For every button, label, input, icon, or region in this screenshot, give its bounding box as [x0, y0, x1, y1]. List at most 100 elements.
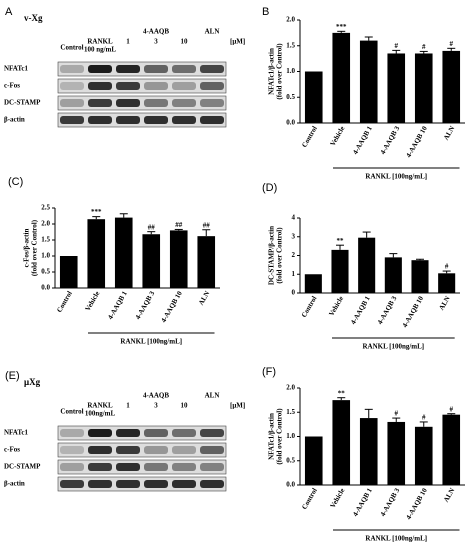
lane-label: 4-AAQB [143, 392, 169, 400]
blot-title: μXg [24, 377, 41, 387]
band [172, 116, 196, 124]
band [172, 82, 196, 90]
bar [304, 436, 323, 485]
y-tick-label: 2.0 [286, 16, 295, 24]
bar [358, 237, 376, 293]
bar [304, 71, 323, 123]
band [200, 463, 224, 471]
band [60, 116, 84, 124]
annotation: # [445, 263, 449, 271]
annotation: *** [336, 23, 347, 31]
blot-title: v-Xg [24, 13, 43, 23]
band [144, 82, 168, 90]
y-tick-label: 4 [292, 214, 296, 222]
lane-label: RANKL [87, 402, 113, 410]
annotation: # [395, 410, 399, 418]
band [88, 480, 112, 488]
y-axis-label: DC-STAMP/β-actin [268, 226, 276, 285]
y-tick-label: 0.0 [41, 284, 50, 292]
x-tick-label: 4-AAQB 1 [106, 289, 129, 321]
band [60, 65, 84, 73]
band [200, 429, 224, 437]
x-tick-label: Vehicle [329, 125, 347, 148]
band [60, 429, 84, 437]
y-tick-label: 3 [292, 232, 296, 240]
panel-letter: B [262, 6, 269, 18]
panel-letter: (E) [5, 370, 20, 382]
bar [197, 236, 216, 288]
lane-label: 3 [154, 402, 158, 410]
bar [304, 274, 322, 293]
x-tick-label: 4-AAQB 10 [405, 486, 430, 521]
band [116, 429, 140, 437]
lane-label: 3 [154, 38, 158, 46]
annotation: *** [91, 208, 102, 216]
lane-label: 1 [126, 402, 130, 410]
band [60, 480, 84, 488]
lane-label: Control [60, 44, 83, 52]
band [144, 116, 168, 124]
annotation: ## [148, 223, 156, 231]
x-tick-label: ALN [442, 487, 456, 504]
band [116, 99, 140, 107]
panel-letter: (D) [262, 182, 277, 194]
x-tick-label: Vehicle [327, 295, 345, 318]
x-tick-label: 4-AAQB 3 [134, 289, 157, 321]
x-tick-label: 4-AAQB 3 [379, 124, 402, 156]
panel-letter: A [5, 6, 13, 18]
lane-label: Control [60, 408, 83, 416]
x-tick-label: ALN [442, 125, 456, 142]
group-label: RANKL [100ng/mL] [120, 338, 182, 346]
lane-label: ALN [205, 28, 220, 36]
band [200, 116, 224, 124]
x-tick-label: 4-AAQB 1 [351, 124, 374, 156]
bar [87, 219, 106, 288]
x-tick-label: 4-AAQB 3 [376, 294, 399, 326]
y-tick-label: 2.0 [286, 384, 295, 392]
band [144, 463, 168, 471]
lane-label: 1 [126, 38, 130, 46]
x-tick-label: ALN [437, 295, 451, 312]
band [144, 65, 168, 73]
x-tick-label: Control [300, 487, 319, 511]
lane-label: 4-AAQB [143, 28, 169, 36]
x-tick-label: Control [300, 295, 319, 319]
x-tick-label: Control [55, 290, 74, 314]
band [88, 463, 112, 471]
lane-label: ALN [205, 392, 220, 400]
bar [442, 414, 461, 485]
row-label: NFATc1 [4, 65, 28, 73]
y-tick-label: 2.5 [41, 204, 50, 212]
bar [414, 426, 433, 485]
row-label: DC-STAMP [4, 99, 41, 107]
bar [169, 230, 188, 288]
y-axis-label: (fold over Control) [276, 408, 284, 465]
annotation: # [395, 42, 399, 50]
band [200, 480, 224, 488]
y-axis-label: (fold over Control) [276, 227, 284, 284]
bar [332, 32, 351, 123]
y-tick-label: 1.0 [286, 67, 295, 75]
lane-label: RANKL [87, 38, 113, 46]
band [60, 463, 84, 471]
bar [438, 273, 456, 293]
bar [332, 400, 351, 485]
band [200, 82, 224, 90]
y-axis-label: NFATc1/β-actin [268, 413, 276, 460]
y-tick-label: 0.5 [286, 456, 295, 464]
y-tick-label: 1.5 [286, 408, 295, 416]
x-tick-label: 4-AAQB 10 [405, 124, 430, 159]
unit-label: [μM] [230, 38, 245, 46]
band [88, 99, 112, 107]
bar [384, 257, 402, 293]
band [144, 99, 168, 107]
band [116, 463, 140, 471]
band [200, 446, 224, 454]
bar [359, 418, 378, 485]
x-tick-label: 4-AAQB 3 [379, 486, 402, 518]
bar [442, 50, 461, 123]
lane-label: 100 ng/mL [84, 46, 116, 54]
group-label: RANKL [100ng/mL] [363, 343, 425, 351]
y-tick-label: 1.0 [286, 432, 295, 440]
group-label: RANKL [100ng/mL] [365, 173, 427, 181]
